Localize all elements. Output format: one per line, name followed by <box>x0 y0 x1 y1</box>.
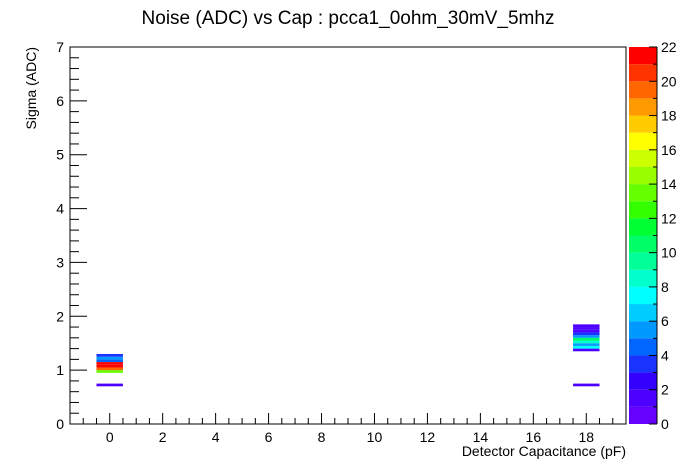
color-scale-band <box>629 166 657 185</box>
color-scale-band <box>629 149 657 167</box>
x-tick-label: 12 <box>420 429 436 445</box>
y-tick-label: 2 <box>56 308 64 324</box>
color-scale-band <box>629 98 657 116</box>
x-axis: 0 2 4 6 8 10 12 14 16 18 <box>69 413 627 445</box>
color-scale-band <box>629 389 657 407</box>
color-scale-band <box>629 81 657 99</box>
heatmap-cell <box>96 370 123 373</box>
heatmap-cell <box>573 340 600 344</box>
x-axis-title: Detector Capacitance (pF) <box>462 443 626 459</box>
color-scale-label: 4 <box>661 347 669 363</box>
heatmap-cell <box>96 383 123 387</box>
y-tick-label: 0 <box>56 416 64 432</box>
color-scale-label: 2 <box>661 382 669 398</box>
color-scale-label: 22 <box>661 39 677 55</box>
heatmap-cells <box>96 324 600 387</box>
y-tick-label: 3 <box>56 254 64 270</box>
heatmap-cell <box>96 359 123 363</box>
color-scale-band <box>629 218 657 236</box>
color-scale-band <box>629 321 657 339</box>
heatmap-cell <box>573 337 600 341</box>
y-tick-label: 1 <box>56 362 64 378</box>
color-scale-label: 18 <box>661 108 677 124</box>
x-tick-label: 8 <box>318 429 326 445</box>
x-tick-label: 6 <box>265 429 273 445</box>
color-scale-label: 16 <box>661 142 677 158</box>
x-tick-label: 18 <box>578 429 594 445</box>
heatmap-cell <box>573 324 600 328</box>
y-tick-label: 6 <box>56 93 64 109</box>
heatmap-cell <box>96 353 123 357</box>
color-scale-band <box>629 64 657 82</box>
color-scale-label: 6 <box>661 313 669 329</box>
color-scale-label: 0 <box>661 416 669 432</box>
heatmap-cell <box>96 364 123 368</box>
heatmap-cell <box>573 329 600 333</box>
color-scale-band <box>629 132 657 150</box>
color-scale-band <box>629 406 657 424</box>
y-axis-title: Sigma (ADC) <box>23 47 39 129</box>
heatmap-cell <box>96 362 123 365</box>
heatmap-cell <box>573 383 600 387</box>
color-scale-label: 12 <box>661 210 677 226</box>
y-tick-label: 5 <box>56 147 64 163</box>
color-scale: 0 2 4 6 8 10 12 14 16 18 20 22 <box>629 39 677 432</box>
heatmap-cell <box>573 343 600 346</box>
heatmap-cell <box>573 332 600 336</box>
color-scale-label: 8 <box>661 279 669 295</box>
color-scale-band <box>629 355 657 373</box>
x-tick-label: 10 <box>367 429 383 445</box>
x-tick-label: 14 <box>473 429 489 445</box>
heatmap-cell <box>573 348 600 352</box>
y-axis: 0 1 2 3 4 5 6 7 <box>56 39 87 432</box>
color-scale-label: 14 <box>661 176 677 192</box>
color-scale-band <box>629 252 657 270</box>
color-scale-band <box>629 201 657 219</box>
x-tick-label: 16 <box>526 429 542 445</box>
heatmap-cell <box>573 345 600 349</box>
color-scale-band <box>629 372 657 390</box>
color-scale-label: 10 <box>661 245 677 261</box>
color-scale-band <box>629 47 657 65</box>
color-scale-band <box>629 286 657 305</box>
x-tick-label: 0 <box>106 429 114 445</box>
y-tick-label: 4 <box>56 201 64 217</box>
heatmap-cell <box>573 327 600 330</box>
x-tick-label: 4 <box>212 429 220 445</box>
y-tick-label: 7 <box>56 39 64 55</box>
color-scale-band <box>629 184 657 202</box>
color-scale-band <box>629 338 657 356</box>
color-scale-band <box>629 269 657 287</box>
heatmap-cell <box>96 367 123 371</box>
color-scale-label: 20 <box>661 73 677 89</box>
color-scale-band <box>629 235 657 253</box>
plot-frame <box>69 46 627 425</box>
heatmap-cell <box>96 356 123 360</box>
x-tick-label: 2 <box>159 429 167 445</box>
color-scale-band <box>629 115 657 133</box>
color-scale-band <box>629 304 657 322</box>
chart-title: Noise (ADC) vs Cap : pcca1_0ohm_30mV_5mh… <box>142 8 555 29</box>
heatmap-cell <box>573 335 600 338</box>
